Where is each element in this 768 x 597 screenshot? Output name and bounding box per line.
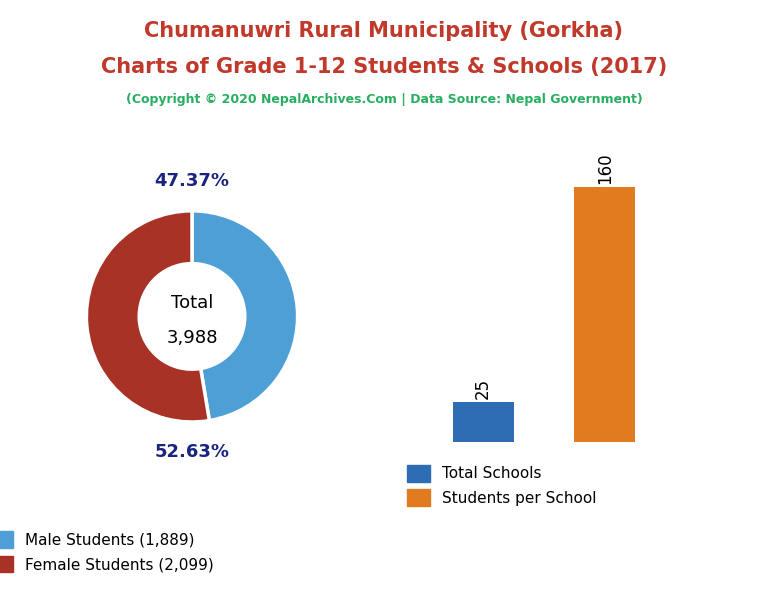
Bar: [574, 187, 635, 442]
Text: (Copyright © 2020 NepalArchives.Com | Data Source: Nepal Government): (Copyright © 2020 NepalArchives.Com | Da…: [126, 93, 642, 106]
Text: 3,988: 3,988: [166, 328, 218, 346]
Text: Chumanuwri Rural Municipality (Gorkha): Chumanuwri Rural Municipality (Gorkha): [144, 21, 624, 41]
Legend: Total Schools, Students per School: Total Schools, Students per School: [407, 465, 596, 506]
Text: 47.37%: 47.37%: [154, 173, 230, 190]
Wedge shape: [192, 211, 297, 420]
Bar: [453, 402, 514, 442]
Text: 25: 25: [474, 378, 492, 399]
Legend: Male Students (1,889), Female Students (2,099): Male Students (1,889), Female Students (…: [0, 531, 214, 573]
Text: Charts of Grade 1-12 Students & Schools (2017): Charts of Grade 1-12 Students & Schools …: [101, 57, 667, 77]
Text: 160: 160: [596, 152, 614, 184]
Text: Total: Total: [170, 294, 214, 312]
Wedge shape: [87, 211, 210, 422]
Text: 52.63%: 52.63%: [154, 442, 230, 460]
